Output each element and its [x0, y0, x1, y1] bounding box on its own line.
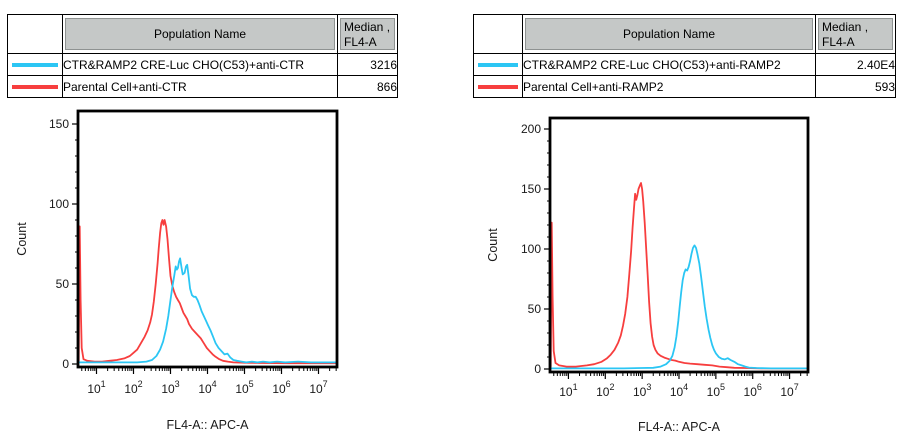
table-header-row: Population Name Median , FL4-A — [7, 14, 398, 54]
table-row: Parental Cell+anti-RAMP2 593 — [473, 75, 896, 98]
svg-text:102: 102 — [124, 379, 142, 396]
x-axis-title: FL4-A:: APC-A — [167, 418, 250, 432]
svg-text:100: 100 — [49, 197, 69, 211]
population-name: Parental Cell+anti-RAMP2 — [522, 75, 816, 98]
svg-text:50: 50 — [528, 302, 542, 316]
table-row: CTR&RAMP2 CRE-Luc CHO(C53)+anti-CTR 3216 — [7, 53, 398, 76]
population-name: CTR&RAMP2 CRE-Luc CHO(C53)+anti-CTR — [62, 53, 338, 76]
svg-text:50: 50 — [56, 277, 70, 291]
population-column-header: Population Name — [522, 14, 816, 54]
svg-text:0: 0 — [534, 362, 541, 376]
histogram-anti-ramp2: 101 102 103 104 105 106 107 0 50 100 150 200 Count FL… — [472, 100, 906, 445]
median-value: 593 — [815, 75, 896, 98]
median-column-header: Median , FL4-A — [337, 14, 398, 54]
svg-text:107: 107 — [309, 379, 327, 396]
histogram-anti-ramp2-plot: 101 102 103 104 105 106 107 0 50 100 150 200 Count FL… — [486, 116, 810, 434]
red-series-swatch — [12, 84, 58, 89]
table-row: CTR&RAMP2 CRE-Luc CHO(C53)+anti-RAMP2 2.… — [473, 53, 896, 76]
population-header-label: Population Name — [622, 27, 716, 41]
median-header-line2: FL4-A — [344, 35, 377, 49]
svg-text:107: 107 — [780, 382, 798, 399]
histogram-anti-ctr: 101 102 103 104 105 106 107 0 50 100 150 Count FL4-A… — [0, 100, 450, 445]
population-name: Parental Cell+anti-CTR — [62, 75, 338, 98]
population-column-header: Population Name — [62, 14, 338, 54]
svg-text:150: 150 — [521, 182, 541, 196]
red-series-swatch — [478, 84, 518, 89]
population-header-label: Population Name — [153, 27, 247, 41]
svg-text:150: 150 — [49, 117, 69, 131]
median-column-header: Median , FL4-A — [815, 14, 896, 54]
cyan-series-swatch — [12, 62, 58, 67]
x-axis-title: FL4-A:: APC-A — [638, 420, 721, 434]
svg-text:104: 104 — [198, 379, 216, 396]
svg-text:100: 100 — [521, 242, 541, 256]
y-axis-title: Count — [486, 228, 500, 262]
median-value: 866 — [337, 75, 398, 98]
svg-text:105: 105 — [707, 382, 725, 399]
median-value: 3216 — [337, 53, 398, 76]
swatch-column-header — [7, 14, 63, 54]
series-swatch-cell — [473, 75, 523, 98]
median-header-line1: Median , — [344, 20, 391, 34]
svg-text:106: 106 — [272, 379, 290, 396]
median-value: 2.40E4 — [815, 53, 896, 76]
svg-text:106: 106 — [744, 382, 762, 399]
table-row: Parental Cell+anti-CTR 866 — [7, 75, 398, 98]
stats-table-anti-ctr: Population Name Median , FL4-A CTR&RAMP2… — [7, 14, 398, 98]
median-header-line1: Median , — [822, 20, 869, 34]
histogram-anti-ctr-plot: 101 102 103 104 105 106 107 0 50 100 150 Count FL4-A… — [15, 109, 339, 432]
svg-text:102: 102 — [596, 382, 614, 399]
svg-text:101: 101 — [87, 379, 105, 396]
table-header-row: Population Name Median , FL4-A — [473, 14, 896, 54]
series-swatch-cell — [7, 75, 63, 98]
svg-text:103: 103 — [633, 382, 651, 399]
series-swatch-cell — [7, 53, 63, 76]
svg-text:105: 105 — [235, 379, 253, 396]
svg-text:0: 0 — [62, 357, 69, 371]
svg-text:101: 101 — [559, 382, 577, 399]
svg-text:104: 104 — [670, 382, 688, 399]
swatch-column-header — [473, 14, 523, 54]
cyan-series-swatch — [478, 62, 518, 67]
y-axis-title: Count — [15, 222, 29, 256]
stats-table-anti-ramp2: Population Name Median , FL4-A CTR&RAMP2… — [473, 14, 896, 98]
median-header-line2: FL4-A — [822, 35, 855, 49]
population-name: CTR&RAMP2 CRE-Luc CHO(C53)+anti-RAMP2 — [522, 53, 816, 76]
svg-text:200: 200 — [521, 122, 541, 136]
svg-text:103: 103 — [161, 379, 179, 396]
series-swatch-cell — [473, 53, 523, 76]
